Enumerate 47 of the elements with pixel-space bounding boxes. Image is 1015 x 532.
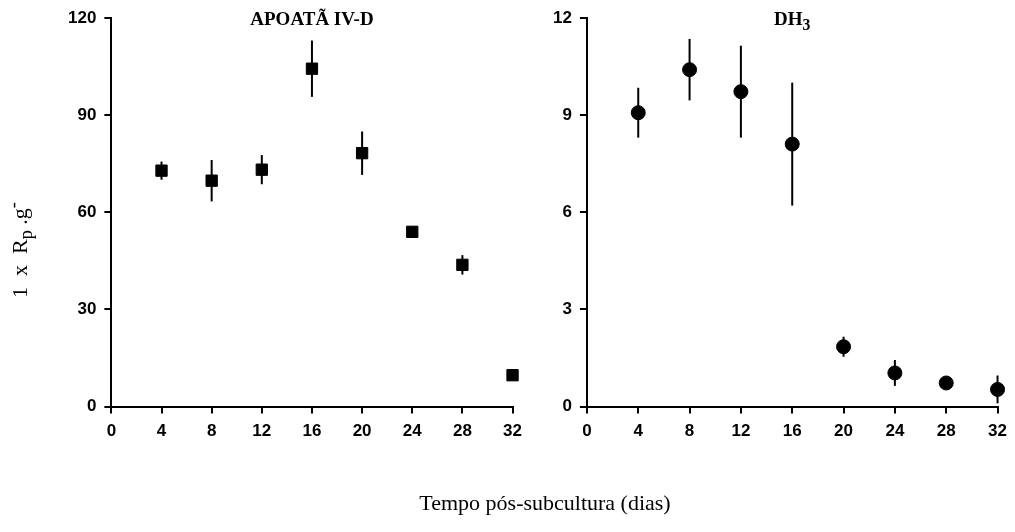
point [887, 365, 903, 381]
y-tick-label: 60 [77, 202, 97, 222]
x-tick-label: 12 [252, 421, 272, 441]
x-tick-label: 24 [885, 421, 905, 441]
x-tick-label: 8 [684, 421, 695, 441]
x-tick-label: 8 [206, 421, 217, 441]
chart-title: DH$_{3}$ [774, 8, 811, 34]
point [990, 381, 1006, 397]
y-tick-label: 6 [562, 202, 572, 222]
x-tick-label: 0 [582, 421, 592, 441]
y-tick-label: 9 [562, 104, 572, 124]
y-tick-label: 12 [552, 7, 572, 27]
x-tick-label: 12 [731, 421, 751, 441]
point [155, 164, 168, 177]
x-tick-label: 16 [302, 421, 322, 441]
x-tick-label: 28 [452, 421, 472, 441]
x-tick-label: 0 [106, 421, 117, 441]
y-tick-label: 3 [562, 299, 572, 319]
point [630, 105, 646, 121]
y-tick-label: 120 [67, 7, 97, 27]
point [255, 163, 268, 176]
y-tick-label: 90 [77, 104, 97, 124]
point [506, 369, 519, 382]
x-tick-label: 24 [402, 421, 423, 441]
x-tick-label: 28 [936, 421, 956, 441]
point [305, 62, 319, 75]
point [938, 375, 954, 391]
point [205, 174, 218, 187]
point [836, 339, 852, 355]
x-tick-label: 4 [633, 421, 644, 441]
x-tick-label: 4 [156, 421, 167, 441]
y-tick-label: 0 [86, 396, 97, 416]
point [355, 147, 369, 160]
x-tick-label: 32 [988, 421, 1008, 441]
x-tick-label: 20 [834, 421, 854, 441]
x-tick-label: 32 [503, 421, 523, 441]
x-axis-title: Tempo pós-subcultura (dias) [419, 490, 671, 516]
point [733, 84, 749, 100]
x-tick-label: 16 [782, 421, 802, 441]
x-tick-label: 20 [352, 421, 372, 441]
point [784, 136, 800, 152]
point [406, 225, 419, 238]
y-tick-label: 30 [77, 299, 97, 319]
y-tick-label: 0 [562, 396, 572, 416]
point [456, 258, 469, 271]
chart-title: APOATÃ IV-D [250, 8, 374, 30]
point [682, 62, 698, 78]
